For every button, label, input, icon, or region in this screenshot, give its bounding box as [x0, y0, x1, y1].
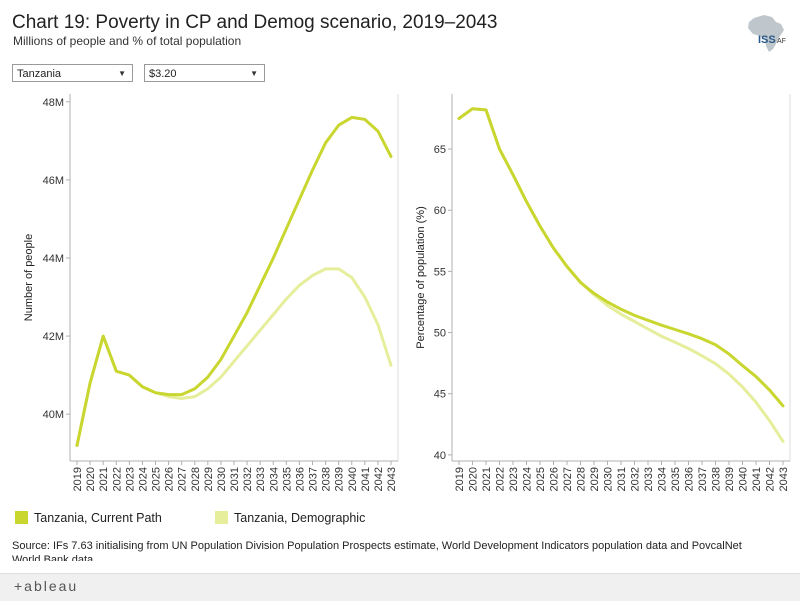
x-tick-label: 2030 — [216, 467, 228, 491]
series-line-current-path[interactable] — [75, 115, 393, 447]
legend-label: Tanzania, Current Path — [34, 511, 162, 525]
y-tick-label: 60 — [434, 205, 446, 217]
x-tick-label: 2028 — [576, 467, 588, 491]
y-tick-label: 48M — [43, 97, 64, 109]
chevron-down-icon: ▼ — [118, 69, 126, 78]
x-tick-label: 2027 — [177, 467, 189, 491]
iss-africa-logo[interactable]: ISS AF — [740, 12, 790, 54]
y-tick-label: 55 — [434, 266, 446, 278]
legend-item-demographic[interactable]: Tanzania, Demographic — [215, 511, 365, 525]
x-tick-label: 2040 — [738, 467, 750, 491]
x-tick-label: 2041 — [360, 467, 372, 491]
x-tick-label: 2043 — [386, 467, 398, 491]
series-line-current-path[interactable] — [457, 107, 785, 408]
x-tick-label: 2039 — [724, 467, 736, 491]
logo-suffix: AF — [777, 38, 786, 45]
x-tick-label: 2031 — [616, 467, 628, 491]
plot-area — [452, 94, 790, 461]
y-axis-title: Number of people — [23, 234, 35, 321]
x-tick-label: 2042 — [373, 467, 385, 491]
x-tick-label: 2026 — [549, 467, 561, 491]
x-tick-label: 2024 — [137, 467, 149, 491]
x-tick-label: 2023 — [508, 467, 520, 491]
y-tick-label: 50 — [434, 328, 446, 340]
plot-area — [70, 94, 398, 461]
x-tick-label: 2027 — [562, 467, 574, 491]
tableau-logo[interactable]: +ableau — [14, 578, 79, 594]
x-tick-label: 2021 — [481, 467, 493, 491]
y-tick-label: 65 — [434, 144, 446, 156]
africa-map-icon — [748, 15, 784, 52]
x-tick-label: 2022 — [495, 467, 507, 491]
x-tick-label: 2020 — [85, 467, 97, 491]
x-tick-label: 2029 — [203, 467, 215, 491]
x-tick-label: 2037 — [697, 467, 709, 491]
x-tick-label: 2032 — [630, 467, 642, 491]
threshold-select[interactable]: $3.20 ▼ — [144, 64, 265, 82]
tableau-footer: +ableau — [0, 573, 800, 601]
x-tick-label: 2036 — [294, 467, 306, 491]
legend-label: Tanzania, Demographic — [234, 511, 366, 525]
legend-swatch-demographic — [215, 511, 228, 524]
source-note: Source: IFs 7.63 initialising from UN Po… — [12, 540, 742, 561]
x-tick-label: 2020 — [468, 467, 480, 491]
x-tick-label: 2025 — [535, 467, 547, 491]
x-tick-label: 2038 — [711, 467, 723, 491]
x-tick-label: 2034 — [268, 467, 280, 491]
country-select-value: Tanzania — [17, 68, 62, 80]
page-subtitle: Millions of people and % of total popula… — [13, 34, 242, 48]
x-tick-label: 2042 — [765, 467, 777, 491]
x-tick-label: 2025 — [151, 467, 163, 491]
x-tick-label: 2019 — [454, 467, 466, 491]
x-tick-label: 2033 — [643, 467, 655, 491]
y-tick-label: 44M — [43, 253, 64, 265]
y-axis-title: Percentage of population (%) — [415, 206, 427, 348]
percentage-chart[interactable]: 40 45 50 55 60 65 2019 2020 2021 2022 2023 2024 2025… — [400, 88, 800, 498]
x-tick-label: 2035 — [670, 467, 682, 491]
x-tick-label: 2041 — [751, 467, 763, 491]
x-tick-label: 2036 — [684, 467, 696, 491]
x-tick-label: 2039 — [334, 467, 346, 491]
chevron-down-icon: ▼ — [250, 69, 258, 78]
y-tick-label: 46M — [43, 175, 64, 187]
x-tick-label: 2038 — [321, 467, 333, 491]
x-tick-label: 2030 — [603, 467, 615, 491]
x-tick-label: 2037 — [308, 467, 320, 491]
logo-text: ISS — [758, 34, 776, 46]
x-tick-label: 2040 — [347, 467, 359, 491]
y-tick-label: 45 — [434, 389, 446, 401]
x-tick-label: 2034 — [657, 467, 669, 491]
x-tick-label: 2019 — [72, 467, 84, 491]
x-tick-label: 2022 — [111, 467, 123, 491]
x-tick-label: 2024 — [522, 467, 534, 491]
x-tick-label: 2026 — [164, 467, 176, 491]
x-tick-label: 2029 — [589, 467, 601, 491]
threshold-select-value: $3.20 — [149, 68, 177, 80]
page-title: Chart 19: Poverty in CP and Demog scenar… — [12, 12, 498, 33]
y-tick-label: 40 — [434, 450, 446, 462]
x-tick-label: 2028 — [190, 467, 202, 491]
country-select[interactable]: Tanzania ▼ — [12, 64, 133, 82]
x-tick-label: 2033 — [255, 467, 267, 491]
x-tick-label: 2021 — [98, 467, 110, 491]
legend-item-current-path[interactable]: Tanzania, Current Path — [15, 511, 162, 525]
x-tick-label: 2023 — [124, 467, 136, 491]
x-tick-label: 2031 — [229, 467, 241, 491]
y-tick-label: 40M — [43, 409, 64, 421]
legend-swatch-current-path — [15, 511, 28, 524]
x-tick-label: 2035 — [281, 467, 293, 491]
x-tick-label: 2043 — [778, 467, 790, 491]
x-tick-label: 2032 — [242, 467, 254, 491]
y-tick-label: 42M — [43, 331, 64, 343]
